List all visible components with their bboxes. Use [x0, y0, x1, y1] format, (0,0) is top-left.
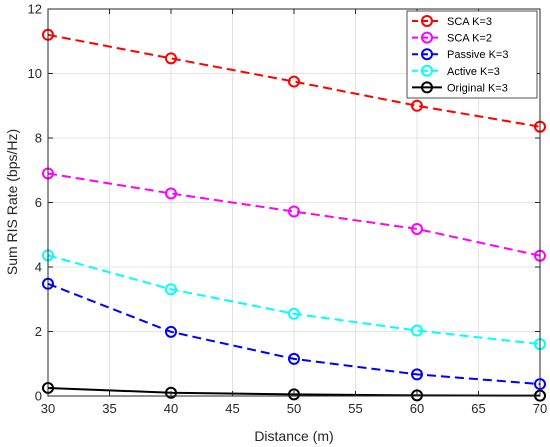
legend-item-passive-k-3: Passive K=3	[412, 48, 508, 61]
data-point-passive-k-3	[288, 352, 300, 365]
data-point-original-k-3	[165, 386, 177, 399]
x-tick-label: 60	[410, 401, 424, 416]
x-tick-label: 70	[533, 401, 547, 416]
x-tick-label: 40	[164, 401, 178, 416]
y-tick-label: 12	[28, 2, 42, 17]
data-point-sca-k-2	[288, 205, 300, 218]
series-line-passive-k-3	[47, 282, 541, 386]
x-axis-title: Distance (m)	[254, 428, 333, 444]
x-tick-label: 55	[348, 401, 362, 416]
x-tick-label: 30	[41, 401, 55, 416]
x-tick-label: 65	[471, 401, 485, 416]
data-point-active-k-3	[411, 324, 423, 337]
legend-marker	[421, 81, 433, 94]
y-tick-label: 4	[35, 260, 42, 275]
legend: SCA K=3 SCA K=2 Passive K=3 Active K=3 Origi…	[406, 10, 538, 99]
data-point-active-k-3	[165, 283, 177, 296]
x-tick-labels: 30 35 40 45 50 55 60 65 70	[41, 401, 547, 416]
series-passive-k-3	[42, 277, 546, 391]
legend-item-original-k-3: Original K=3	[412, 81, 508, 94]
legend-label: SCA K=2	[447, 33, 492, 45]
data-point-sca-k-2	[165, 187, 177, 200]
legend-marker	[421, 64, 433, 77]
y-tick-label: 6	[35, 195, 42, 210]
y-tick-label: 0	[35, 389, 42, 404]
data-point-sca-k-2	[411, 222, 423, 235]
legend-item-active-k-3: Active K=3	[412, 64, 500, 78]
legend-marker	[421, 15, 433, 27]
y-tick-label: 2	[35, 324, 42, 339]
data-point-passive-k-3	[411, 368, 423, 381]
x-tick-label: 35	[102, 401, 116, 416]
legend-label: Original K=3	[447, 82, 508, 94]
legend-label: SCA K=3	[447, 16, 492, 28]
x-tick-label: 50	[287, 401, 301, 416]
y-axis-title: Sum RIS Rate (bps/Hz)	[4, 129, 20, 275]
y-tick-labels: 0 2 4 6 8 10 12	[28, 2, 42, 404]
data-point-original-k-3	[411, 389, 423, 402]
legend-item-sca-k-2: SCA K=2	[412, 31, 492, 45]
legend-marker	[421, 31, 433, 44]
ticks	[47, 8, 541, 397]
data-point-sca-k-3	[288, 75, 300, 88]
y-tick-label: 8	[35, 131, 42, 146]
legend-item-sca-k-3: SCA K=3	[412, 15, 492, 28]
y-tick-label: 10	[28, 66, 42, 81]
data-point-sca-k-3	[411, 99, 423, 112]
legend-marker	[421, 48, 433, 61]
data-point-sca-k-3	[165, 52, 177, 65]
data-point-active-k-3	[288, 307, 300, 320]
legend-label: Passive K=3	[447, 49, 508, 61]
x-tick-label: 45	[225, 401, 239, 416]
data-point-passive-k-3	[165, 325, 177, 338]
series-line-active-k-3	[47, 254, 541, 346]
legend-label: Active K=3	[447, 66, 500, 78]
data-point-original-k-3	[288, 388, 300, 401]
